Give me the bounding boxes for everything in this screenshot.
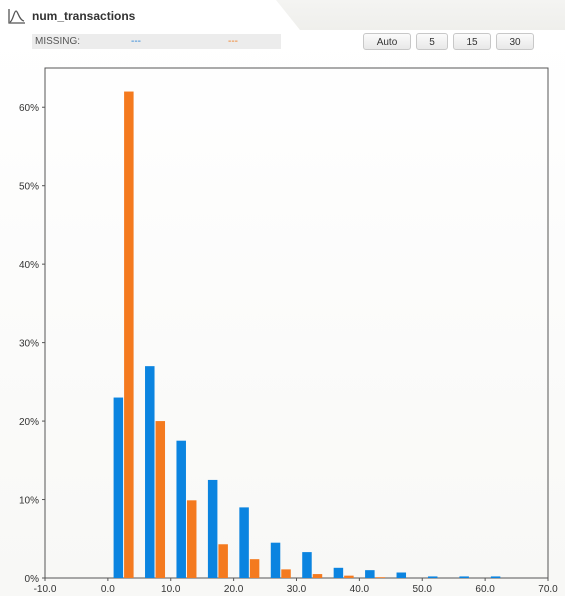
histogram-bar-series-2-bin-1 <box>155 421 166 578</box>
histogram-bar-series-1-bin-5 <box>270 542 281 578</box>
bins-auto-button[interactable]: Auto <box>363 33 411 50</box>
x-tick-label: 50.0 <box>413 584 433 595</box>
histogram-bar-series-2-bin-7 <box>344 575 354 578</box>
x-tick-label: 60.0 <box>475 584 495 595</box>
bins-30-button[interactable]: 30 <box>496 33 534 50</box>
histogram-bar-series-1-bin-3 <box>207 479 218 578</box>
missing-value-series-2: --- <box>228 36 238 47</box>
variable-title: num_transactions <box>32 9 136 23</box>
histogram-bar-series-1-bin-10 <box>427 576 438 578</box>
y-tick-label: 60% <box>19 103 39 114</box>
histogram-bar-series-1-bin-0 <box>113 397 124 578</box>
missing-value-series-1: --- <box>131 36 141 47</box>
histogram-bar-series-2-bin-3 <box>218 544 228 578</box>
y-tick-label: 10% <box>19 496 39 507</box>
histogram-bar-series-1-bin-1 <box>145 366 155 578</box>
missing-bar: MISSING: --- --- <box>32 34 281 49</box>
histogram-bar-series-2-bin-5 <box>281 569 291 578</box>
histogram-bar-series-1-bin-8 <box>365 570 375 578</box>
y-tick-label: 30% <box>19 339 39 350</box>
x-tick-label: 10.0 <box>161 584 181 595</box>
title-tab <box>0 0 300 30</box>
x-tick-label: 30.0 <box>287 584 307 595</box>
x-tick-label: 70.0 <box>538 584 558 595</box>
x-tick-label: 20.0 <box>224 584 244 595</box>
histogram-bar-series-1-bin-12 <box>490 576 501 578</box>
y-tick-label: 50% <box>19 182 39 193</box>
histogram-bar-series-2-bin-6 <box>312 574 323 578</box>
bins-5-button[interactable]: 5 <box>416 33 448 50</box>
y-tick-label: 0% <box>25 574 40 585</box>
x-tick-label: -10.0 <box>34 584 57 595</box>
x-tick-label: 40.0 <box>350 584 370 595</box>
histogram-bar-series-2-bin-8 <box>375 577 386 578</box>
histogram-chart: -10.0 0.0 10.0 20.0 30.0 40.0 50.0 60.0 70.0 0% 1… <box>19 67 558 595</box>
y-tick-label: 20% <box>19 417 39 428</box>
histogram-bar-series-1-bin-9 <box>396 572 407 578</box>
histogram-bar-series-1-bin-2 <box>176 440 186 578</box>
histogram-bar-series-1-bin-7 <box>333 567 344 578</box>
histogram-bar-series-1-bin-6 <box>302 552 312 578</box>
histogram-bar-series-2-bin-0 <box>124 91 134 579</box>
histogram-bar-series-1-bin-11 <box>459 576 469 578</box>
distribution-icon <box>8 9 25 24</box>
histogram-bar-series-2-bin-2 <box>186 500 197 578</box>
histogram-bar-series-1-bin-4 <box>239 507 249 578</box>
y-tick-label: 40% <box>19 260 39 271</box>
x-tick-label: 0.0 <box>101 584 115 595</box>
bins-15-button[interactable]: 15 <box>453 33 491 50</box>
histogram-bar-series-2-bin-4 <box>249 559 260 578</box>
missing-label: MISSING: <box>35 36 81 47</box>
content-area <box>0 30 565 596</box>
